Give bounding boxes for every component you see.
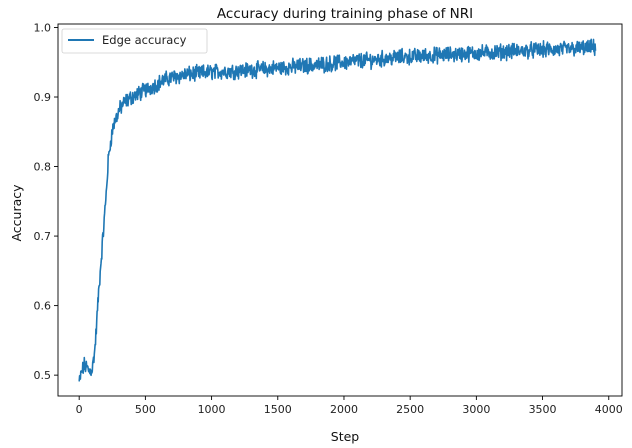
x-tick-label: 0 (76, 403, 83, 416)
y-tick-label: 0.7 (34, 230, 52, 243)
x-axis-label: Step (331, 429, 360, 444)
x-tick-label: 1500 (264, 403, 292, 416)
chart-title: Accuracy during training phase of NRI (217, 6, 473, 22)
series-line-edge-accuracy (78, 38, 597, 382)
y-tick-label: 0.8 (34, 161, 52, 174)
x-tick-label: 2500 (396, 403, 424, 416)
y-tick-label: 0.5 (34, 369, 52, 382)
plot-frame (57, 23, 623, 397)
y-tick-label: 0.9 (34, 91, 52, 104)
y-tick-label: 1.0 (34, 21, 52, 34)
legend-label: Edge accuracy (102, 33, 187, 47)
x-tick-label: 1000 (198, 403, 226, 416)
x-tick-label: 3500 (529, 403, 557, 416)
x-tick-label: 500 (135, 403, 156, 416)
y-axis-label: Accuracy (9, 184, 24, 242)
x-tick-label: 4000 (595, 403, 623, 416)
y-tick-label: 0.6 (34, 300, 52, 313)
x-tick-label: 2000 (330, 403, 358, 416)
x-tick-label: 3000 (462, 403, 490, 416)
legend-box (61, 28, 208, 54)
